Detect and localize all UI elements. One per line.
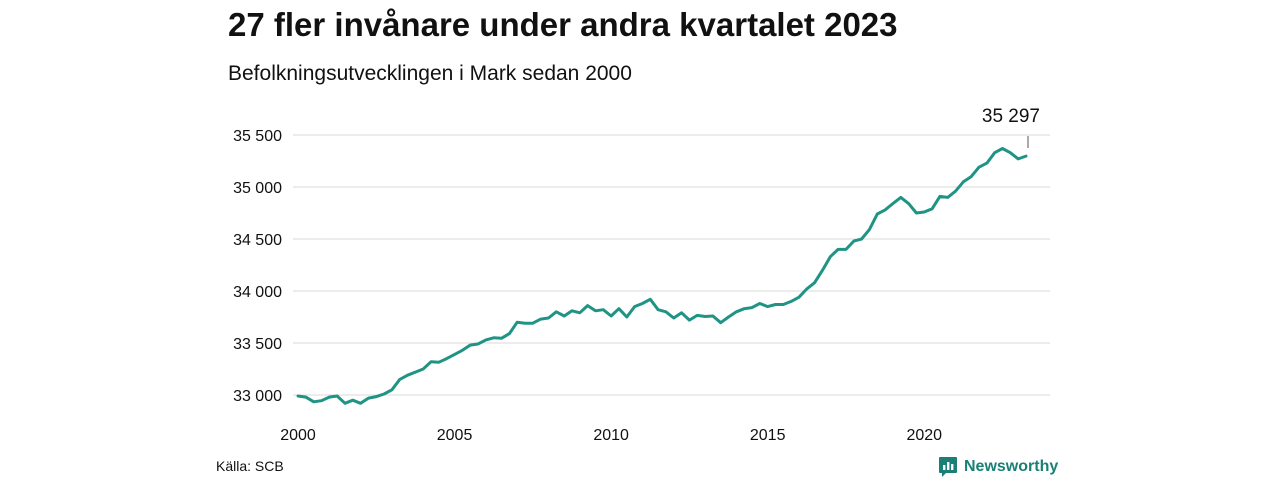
x-tick-label: 2015: [750, 427, 786, 444]
x-axis-labels: 2000 2005 2010 2015 2020: [280, 427, 942, 444]
y-axis-labels: 33 000 33 500 34 000 34 500 35 000 35 500: [233, 128, 282, 405]
x-tick-label: 2000: [280, 427, 316, 444]
x-tick-label: 2020: [906, 427, 942, 444]
series-line: [296, 147, 1028, 405]
bar-chart-logo-icon: [939, 457, 957, 477]
x-tick-label: 2010: [593, 427, 629, 444]
last-value-annotation: 35 297: [982, 106, 1040, 148]
annotation-label: 35 297: [982, 106, 1040, 127]
gridlines: [293, 134, 1050, 396]
x-tick-label: 2005: [437, 427, 473, 444]
source-label: Källa: SCB: [216, 458, 284, 474]
y-tick-label: 33 000: [233, 388, 282, 405]
brand-logo: Newsworthy: [938, 456, 1058, 478]
chart-subtitle: Befolkningsutvecklingen i Mark sedan 200…: [228, 62, 632, 85]
y-tick-label: 34 500: [233, 232, 282, 249]
y-tick-label: 35 500: [233, 128, 282, 145]
y-tick-label: 35 000: [233, 180, 282, 197]
y-tick-label: 33 500: [233, 336, 282, 353]
y-tick-label: 34 000: [233, 284, 282, 301]
brand-name: Newsworthy: [964, 458, 1059, 475]
chart-title: 27 fler invånare under andra kvartalet 2…: [228, 6, 898, 43]
